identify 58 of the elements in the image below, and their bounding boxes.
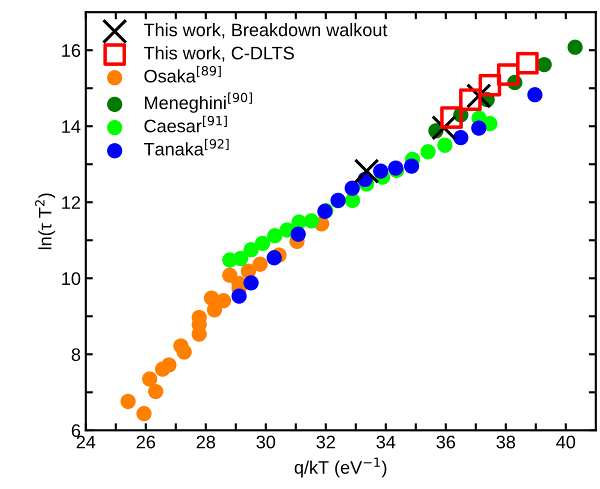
point	[148, 384, 164, 400]
x-axis-title: q/kT (eV$^{−1}$)	[294, 458, 386, 478]
x-tick-label: 26	[136, 436, 156, 448]
x-tick-label: 34	[376, 436, 396, 448]
point	[437, 138, 453, 153]
y-tick-label: 12	[62, 196, 80, 209]
point	[232, 250, 248, 266]
point	[459, 88, 482, 111]
point	[222, 268, 238, 283]
point	[420, 144, 436, 160]
point	[142, 371, 158, 387]
y-tick-label: 8	[72, 348, 80, 362]
y-tick-label: 14	[62, 120, 80, 133]
x-tick-label: 32	[316, 436, 335, 448]
point	[266, 250, 282, 266]
point	[136, 406, 152, 422]
x-tick-label: 28	[196, 436, 216, 448]
point	[536, 57, 552, 72]
point	[567, 40, 583, 55]
point	[478, 74, 502, 97]
y-tick-label: 10	[62, 272, 80, 286]
point	[373, 163, 388, 179]
point	[254, 236, 270, 251]
point	[243, 275, 259, 290]
x-tick-label: 38	[496, 436, 516, 448]
legend-label: Meneghini$^{[90]}$	[145, 92, 252, 113]
x-tick-label: 36	[436, 436, 456, 448]
y-tick-label: 6	[72, 424, 80, 438]
point	[354, 158, 380, 184]
legend-label: Tanaka$^{[92]}$	[144, 138, 229, 156]
x-tick-label: 24	[76, 436, 96, 448]
x-tick-label: 40	[556, 436, 576, 448]
point	[290, 226, 306, 242]
point	[243, 242, 259, 258]
point	[161, 357, 177, 373]
y-axis-title: ln(τ T$^{2}$)	[35, 194, 56, 250]
point	[527, 87, 543, 102]
point	[120, 394, 136, 410]
point	[344, 180, 360, 196]
point	[216, 293, 232, 308]
point	[252, 256, 268, 272]
point	[496, 63, 520, 86]
point	[304, 213, 320, 228]
legend-label: This work, C-DLTS	[144, 46, 294, 62]
legend-label: This work, Breakdown walkout	[144, 23, 388, 38]
legend-label: Osaka$^{[89]}$	[144, 66, 221, 83]
point	[176, 344, 192, 360]
point	[440, 106, 463, 129]
point	[471, 120, 486, 136]
x-tick-label: 30	[256, 436, 276, 448]
point	[453, 130, 468, 146]
point	[206, 302, 222, 318]
point	[404, 158, 420, 174]
legend-label: Caesar$^{[91]}$	[144, 116, 227, 132]
y-tick-label: 16	[62, 44, 80, 57]
point	[267, 228, 282, 244]
point	[516, 52, 539, 74]
point	[231, 288, 247, 304]
